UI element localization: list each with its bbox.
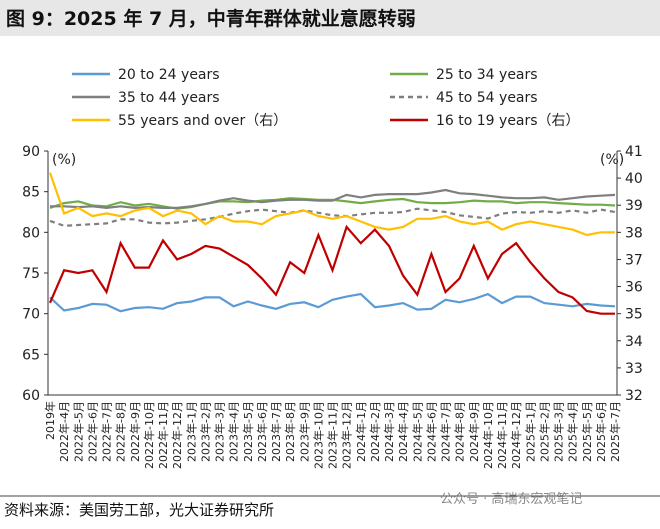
x-tick-label: 2024年-4月: [396, 401, 410, 462]
x-tick-label: 2023年-1月: [184, 401, 198, 462]
x-tick-label: 2024年-7月: [439, 401, 453, 462]
x-tick-label: 2022年-4月: [57, 401, 71, 462]
series-line: [48, 224, 615, 315]
x-tick-label: 2022年-7月: [100, 401, 114, 462]
watermark: 公众号 · 高瑞东宏观笔记: [440, 491, 582, 507]
legend-label: 16 to 19 years（右）: [436, 113, 580, 129]
legend-label: 20 to 24 years: [118, 67, 220, 83]
y-tick-label: 90: [22, 144, 40, 160]
legend-label: 45 to 54 years: [436, 90, 538, 106]
y-tick-label: 80: [22, 225, 40, 241]
x-tick-label: 2025年-5月: [580, 401, 594, 462]
source: 资料来源：美国劳工部，光大证券研究所: [4, 501, 274, 519]
y2-tick-label: 41: [625, 144, 643, 160]
x-tick-label: 2024年-11月: [495, 401, 509, 469]
x-tick-label: 2023年-6月: [255, 401, 269, 462]
x-tick-label: 2022年-12月: [170, 401, 184, 469]
legend-label: 25 to 34 years: [436, 67, 538, 83]
chart-title: 图 9：2025 年 7 月，中青年群体就业意愿转弱: [6, 7, 416, 30]
y2-tick-label: 32: [625, 388, 643, 404]
series-line: [49, 292, 616, 313]
legend-label: 55 years and over（右）: [118, 113, 287, 129]
x-tick-label: 2025年-4月: [566, 401, 580, 462]
y2-unit: (%): [600, 152, 624, 168]
x-tick-label: 2024年-3月: [382, 401, 396, 462]
x-tick-label: 2025年-6月: [594, 401, 608, 462]
x-tick-label: 2023年-8月: [283, 401, 297, 462]
x-tick-label: 2025年-7月: [608, 401, 622, 462]
x-tick-label: 2022年-5月: [71, 401, 85, 462]
x-tick-label: 2025年-2月: [537, 401, 551, 462]
x-tick-label: 2023年-7月: [269, 401, 283, 462]
x-tick-label: 2022年-10月: [142, 401, 156, 469]
x-tick-label: 2022年-8月: [114, 401, 128, 462]
x-tick-label: 2023年-4月: [227, 401, 241, 462]
y2-tick-label: 38: [625, 225, 643, 241]
y-tick-label: 85: [22, 185, 40, 201]
x-tick-label: 2024年-9月: [467, 401, 481, 462]
x-tick-label: 2025年-3月: [552, 401, 566, 462]
x-tick-label: 2024年-5月: [410, 401, 424, 462]
y-unit: (%): [52, 152, 76, 168]
y-tick-label: 70: [22, 307, 40, 323]
title-band: [0, 0, 660, 36]
legend-label: 35 to 44 years: [118, 90, 220, 106]
series-line: [50, 188, 616, 210]
y2-tick-label: 37: [625, 252, 643, 268]
x-tick-label: 2023年-10月: [311, 401, 325, 469]
x-tick-label: 2023年-9月: [297, 401, 311, 462]
x-tick-label: 2019年: [43, 401, 57, 440]
x-tick-label: 2024年-2月: [368, 401, 382, 462]
y2-tick-label: 33: [625, 361, 643, 377]
x-tick-label: 2024年-10月: [481, 401, 495, 469]
x-tick-label: 2024年-12月: [509, 401, 523, 469]
x-tick-label: 2022年-11月: [156, 401, 170, 469]
x-tick-label: 2023年-11月: [326, 401, 340, 469]
series-line: [48, 172, 615, 237]
y-tick-label: 65: [22, 347, 40, 363]
y2-tick-label: 40: [625, 171, 643, 187]
x-tick-label: 2023年-2月: [198, 401, 212, 462]
x-tick-label: 2025年-1月: [523, 401, 537, 462]
y2-tick-label: 34: [625, 334, 643, 350]
y2-tick-label: 36: [625, 280, 643, 296]
x-tick-label: 2022年-9月: [128, 401, 142, 462]
x-tick-label: 2022年-6月: [85, 401, 99, 462]
x-tick-label: 2023年-3月: [213, 401, 227, 462]
x-tick-label: 2024年-8月: [453, 401, 467, 462]
x-tick-label: 2024年-1月: [354, 401, 368, 462]
x-tick-label: 2023年-5月: [241, 401, 255, 462]
x-tick-label: 2023年-12月: [340, 401, 354, 469]
y-tick-label: 60: [22, 388, 40, 404]
y-tick-label: 75: [22, 266, 40, 282]
x-tick-label: 2024年-6月: [424, 401, 438, 462]
y2-tick-label: 39: [625, 198, 643, 214]
y2-tick-label: 35: [625, 307, 643, 323]
